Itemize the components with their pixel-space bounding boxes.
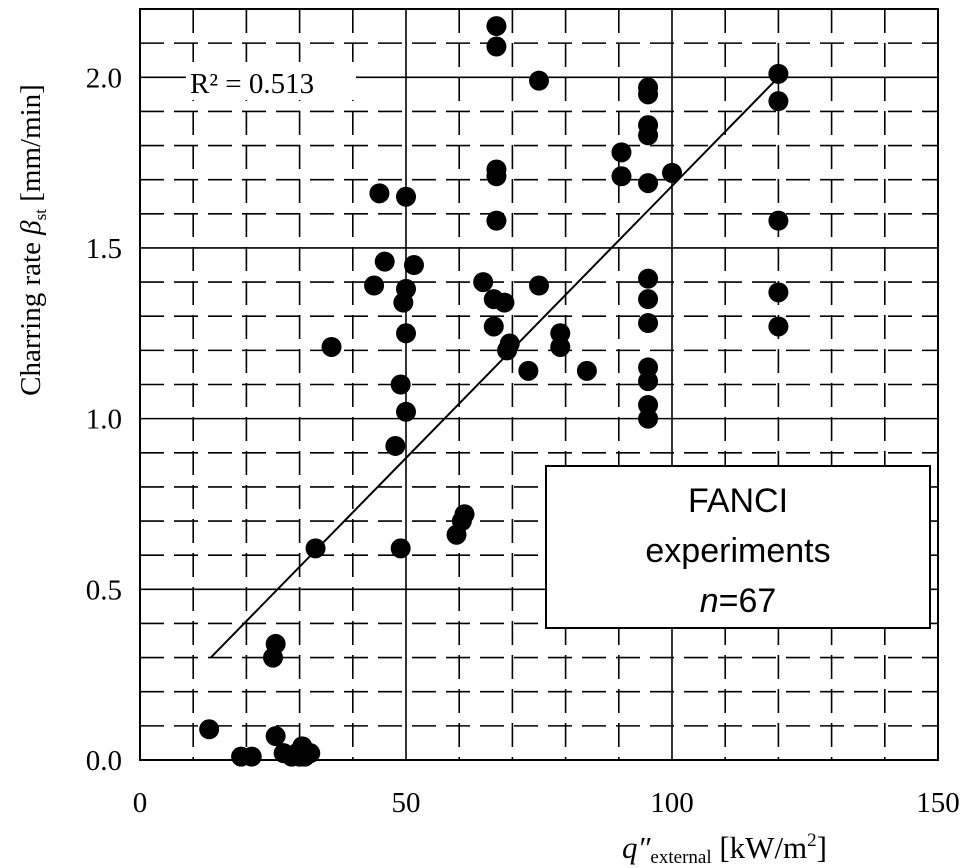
data-point [374, 251, 395, 272]
gridlines [140, 8, 938, 760]
r-squared-label: R² = 0.513 [190, 68, 314, 100]
legend-box-frame [545, 465, 931, 629]
data-points [199, 16, 789, 767]
y-axis-label: Charring rate βst [mm/min] [15, 84, 50, 396]
data-point [369, 183, 390, 204]
y-tick-label: 1.5 [86, 233, 122, 265]
data-point [638, 173, 659, 194]
data-point [396, 323, 416, 344]
data-point [662, 162, 682, 183]
data-point [486, 16, 507, 37]
data-point [199, 719, 220, 740]
data-point [483, 316, 504, 337]
data-point [518, 360, 539, 381]
data-point [305, 538, 326, 559]
data-point [486, 166, 507, 187]
data-point [241, 746, 262, 767]
data-point [265, 633, 286, 654]
data-point [473, 272, 494, 293]
data-point [638, 313, 659, 334]
y-tick-label: 2.0 [86, 62, 122, 94]
data-point [385, 435, 406, 456]
data-point [396, 186, 416, 207]
y-tick-label: 0.0 [86, 745, 122, 777]
data-point [638, 268, 659, 289]
data-point [611, 142, 632, 163]
data-point [768, 316, 789, 337]
x-axis-label-unit: [kW/m [712, 830, 808, 865]
data-point [486, 210, 507, 231]
tick-labels: 0.0 0.5 1.0 1.5 2.0 0 50 100 150 [86, 62, 960, 819]
x-tick-label: 100 [650, 787, 694, 819]
x-tick-label: 150 [916, 787, 960, 819]
data-point [300, 743, 321, 764]
x-tick-label: 50 [392, 787, 421, 819]
legend-line-1: FANCI [688, 482, 788, 520]
y-tick-label: 0.5 [86, 574, 122, 606]
legend-n-value: =67 [719, 582, 777, 620]
data-point [486, 36, 507, 57]
legend-line-2: experiments [645, 532, 830, 570]
y-axis-label-subscript: st [31, 209, 50, 221]
x-axis-label-unit-superscript: 2 [807, 830, 817, 851]
legend-line-3: n=67 [700, 582, 777, 620]
data-point [454, 504, 475, 525]
data-point [403, 255, 424, 276]
data-point [768, 210, 789, 231]
data-point [396, 278, 416, 299]
y-axis-label-unit: [mm/min] [15, 84, 47, 209]
legend-n-symbol: n [700, 582, 719, 620]
data-point [638, 371, 659, 392]
data-point [396, 401, 416, 422]
data-point [638, 408, 659, 429]
data-point [390, 374, 411, 395]
data-point [768, 63, 789, 84]
data-point [576, 360, 597, 381]
y-axis-label-symbol: β [15, 220, 47, 236]
trendline [210, 76, 780, 659]
x-tick-label: 0 [133, 787, 148, 819]
x-axis-label-unit-close: ] [817, 830, 827, 865]
data-point [638, 125, 659, 146]
data-point [364, 275, 385, 296]
data-point [768, 91, 789, 112]
data-point [529, 275, 549, 296]
data-point [494, 292, 515, 313]
data-point [265, 726, 286, 747]
data-point [499, 333, 520, 354]
data-point [390, 538, 411, 559]
data-point [638, 289, 659, 310]
y-axis-label-main: Charring rate [15, 235, 47, 396]
legend-box: FANCI experiments n=67 [545, 465, 931, 629]
data-point [550, 336, 571, 357]
data-point [611, 166, 632, 187]
plot-area-frame [139, 8, 939, 761]
x-axis-label-main: q″ [622, 830, 652, 865]
y-tick-label: 1.0 [86, 404, 122, 436]
x-axis-label: q″external [kW/m2] [622, 830, 827, 868]
r-squared-label-bg [186, 62, 356, 100]
data-point [321, 336, 342, 357]
data-point [529, 70, 549, 91]
data-point [638, 84, 659, 105]
x-axis-label-subscript: external [650, 847, 711, 868]
data-point [768, 282, 789, 303]
